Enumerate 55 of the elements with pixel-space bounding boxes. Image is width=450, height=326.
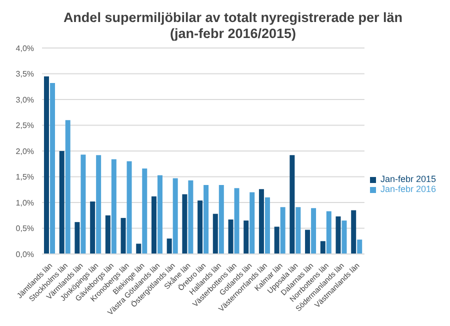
bar (250, 192, 255, 254)
bar (357, 240, 362, 254)
bar (59, 151, 64, 254)
bar (204, 184, 209, 254)
bar (198, 200, 203, 254)
bar (65, 120, 70, 254)
bar (90, 201, 96, 254)
y-tick-label: 0,5% (16, 224, 34, 234)
bar (264, 197, 270, 254)
y-tick-label: 3,5% (16, 70, 34, 79)
bar (290, 155, 295, 254)
bar (166, 238, 172, 254)
bar (336, 216, 341, 254)
bar (188, 180, 194, 254)
y-tick-label: 2,0% (16, 146, 34, 156)
y-tick-label: 1,0% (16, 198, 34, 208)
bar (126, 161, 132, 254)
y-tick-label: 3,0% (16, 95, 34, 104)
bar (320, 241, 326, 254)
bar (182, 194, 188, 254)
bar (351, 210, 356, 254)
bar (218, 184, 224, 254)
y-tick-label: 4,0% (16, 44, 34, 53)
bar (258, 189, 264, 254)
bar (50, 83, 55, 254)
bar (136, 244, 142, 254)
bar (326, 211, 332, 254)
bar (212, 214, 218, 254)
bar (96, 155, 102, 254)
bar (172, 178, 178, 254)
bar (74, 222, 80, 254)
bar (234, 188, 240, 254)
bar (157, 175, 162, 254)
bar (274, 226, 280, 254)
bar (142, 168, 148, 254)
y-tick-label: 0,0% (16, 250, 34, 259)
chart-subtitle: (jan-febr 2016/2015) (168, 26, 298, 42)
bar (228, 219, 234, 254)
bar (305, 230, 310, 254)
bar (244, 220, 249, 254)
bar (44, 76, 49, 254)
chart-title: Andel supermiljöbilar av totalt nyregistrerade per län (62, 10, 404, 26)
bar (311, 208, 316, 254)
bar (342, 220, 347, 254)
y-tick-label: 1,5% (16, 172, 34, 182)
bar (296, 207, 301, 254)
bar (80, 154, 86, 254)
legend-label: Jan-febr 2015 (380, 174, 436, 184)
bar (151, 196, 156, 254)
bar (105, 215, 110, 254)
bar (111, 159, 116, 254)
bar (280, 207, 286, 254)
bar (120, 218, 126, 254)
y-tick-label: 2,5% (16, 121, 34, 130)
legend-label: Jan-febr 2016 (380, 184, 436, 194)
